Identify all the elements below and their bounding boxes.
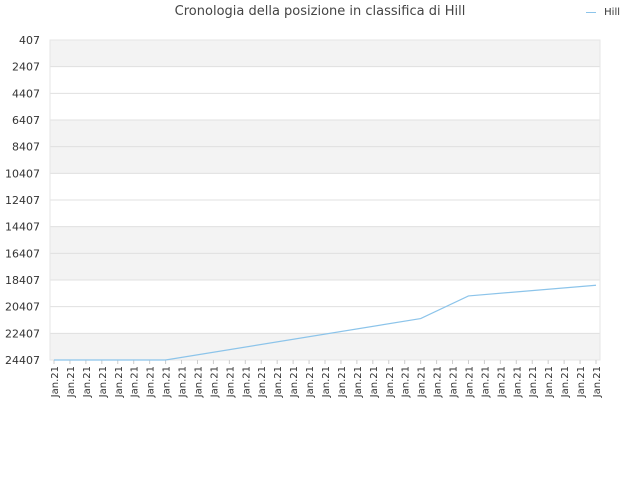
y-tick-label: 407 xyxy=(19,34,40,47)
grid-band xyxy=(50,226,600,254)
legend-swatch-hill xyxy=(586,12,597,13)
x-tick-label: Jan.21 xyxy=(544,366,555,398)
y-tick-label: 2407 xyxy=(12,61,40,74)
x-tick-label: Jan.21 xyxy=(528,366,539,398)
x-tick-label: Jan.21 xyxy=(114,366,125,398)
x-tick-label: Jan.21 xyxy=(225,366,236,398)
y-tick-label: 10407 xyxy=(5,167,40,180)
x-tick-label: Jan.21 xyxy=(576,366,587,398)
x-tick-label: Jan.21 xyxy=(146,366,157,398)
grid-band xyxy=(50,66,600,94)
x-tick-label: Jan.21 xyxy=(512,366,523,398)
x-tick-label: Jan.21 xyxy=(241,366,252,398)
x-tick-label: Jan.21 xyxy=(130,366,141,398)
grid-band xyxy=(50,93,600,120)
x-tick-label: Jan.21 xyxy=(337,366,348,398)
grid-band xyxy=(50,333,600,360)
legend-label-hill: Hill xyxy=(604,7,620,18)
chart-legend: Hill xyxy=(586,7,620,18)
x-tick-label: Jan.21 xyxy=(449,366,460,398)
grid-band xyxy=(50,146,600,174)
x-tick-label: Jan.21 xyxy=(369,366,380,398)
y-tick-label: 16407 xyxy=(5,247,40,260)
x-tick-label: Jan.21 xyxy=(592,366,603,398)
x-tick-label: Jan.21 xyxy=(289,366,300,398)
series-line-hill xyxy=(54,284,597,361)
x-tick-label: Jan.21 xyxy=(353,366,364,398)
x-tick-label: Jan.21 xyxy=(480,366,491,398)
x-tick-label: Jan.21 xyxy=(257,366,268,398)
x-tick-label: Jan.21 xyxy=(401,366,412,398)
x-tick-label: Jan.21 xyxy=(560,366,571,398)
x-tick-label: Jan.21 xyxy=(193,366,204,398)
y-tick-label: 24407 xyxy=(5,354,40,367)
y-tick-label: 20407 xyxy=(5,301,40,314)
grid-band xyxy=(50,280,600,307)
x-tick-label: Jan.21 xyxy=(162,366,173,398)
y-tick-label: 8407 xyxy=(12,141,40,154)
y-tick-label: 22407 xyxy=(5,327,40,340)
grid-band xyxy=(50,40,600,67)
x-tick-label: Jan.21 xyxy=(50,366,61,398)
grid-band xyxy=(50,173,600,200)
y-tick-label: 6407 xyxy=(12,114,40,127)
x-tick-label: Jan.21 xyxy=(496,366,507,398)
y-tick-label: 14407 xyxy=(5,221,40,234)
grid-band xyxy=(50,120,600,147)
x-tick-label: Jan.21 xyxy=(209,366,220,398)
y-tick-label: 18407 xyxy=(5,274,40,287)
x-tick-label: Jan.21 xyxy=(433,366,444,398)
x-tick-label: Jan.21 xyxy=(98,366,109,398)
grid-band xyxy=(50,253,600,280)
x-tick-label: Jan.21 xyxy=(305,366,316,398)
x-tick-label: Jan.21 xyxy=(464,366,475,398)
y-tick-label: 12407 xyxy=(5,194,40,207)
chart-title: Cronologia della posizione in classifica… xyxy=(174,4,466,19)
grid-band xyxy=(50,200,600,227)
x-tick-label: Jan.21 xyxy=(66,366,77,398)
x-tick-label: Jan.21 xyxy=(417,366,428,398)
x-tick-label: Jan.21 xyxy=(321,366,332,398)
y-tick-label: 4407 xyxy=(12,87,40,100)
x-tick-label: Jan.21 xyxy=(178,366,189,398)
x-tick-label: Jan.21 xyxy=(273,366,284,398)
x-tick-label: Jan.21 xyxy=(385,366,396,398)
x-tick-label: Jan.21 xyxy=(82,366,93,398)
grid-band xyxy=(50,306,600,334)
